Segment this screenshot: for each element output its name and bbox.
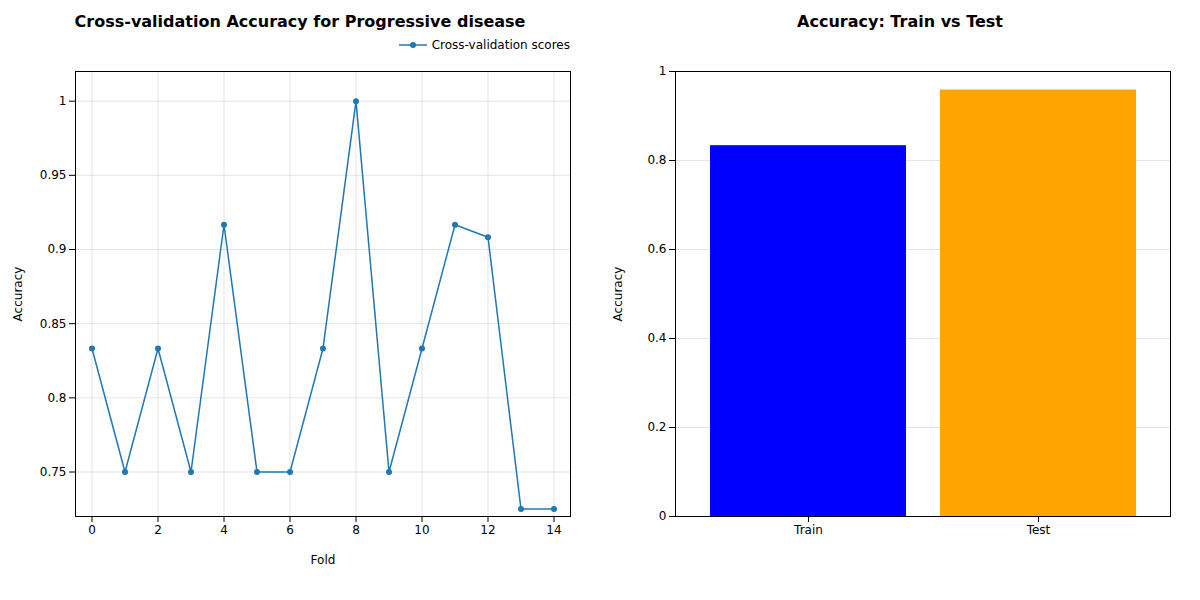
svg-text:0: 0	[88, 523, 96, 537]
svg-text:Accuracy: Accuracy	[11, 267, 25, 322]
svg-text:0.85: 0.85	[40, 317, 67, 331]
html-text:Cross-validation Accuracy for: Cross-validation Accuracy for Progressiv…	[74, 12, 526, 31]
svg-text:1: 1	[659, 64, 667, 78]
svg-text:0.2: 0.2	[647, 420, 666, 434]
svg-text:0.95: 0.95	[40, 168, 67, 182]
svg-text:Train: Train	[793, 523, 823, 537]
svg-text:2: 2	[154, 523, 162, 537]
svg-text:0.8: 0.8	[647, 153, 666, 167]
svg-text:0.4: 0.4	[647, 331, 666, 345]
svg-text:1: 1	[59, 94, 67, 108]
svg-text:14: 14	[546, 523, 561, 537]
svg-text:8: 8	[352, 523, 360, 537]
html-text:Accuracy: Train vs Test: Accuracy: Train vs Test	[797, 12, 1003, 31]
svg-text:10: 10	[414, 523, 429, 537]
svg-text:0.75: 0.75	[40, 465, 67, 479]
svg-text:Test: Test	[1026, 523, 1051, 537]
svg-text:Accuracy: Accuracy	[611, 267, 625, 322]
html-text:Cross-validation scores: Cross-validation scores	[431, 38, 570, 52]
svg-text:4: 4	[220, 523, 228, 537]
svg-text:0.6: 0.6	[647, 242, 666, 256]
svg-text:0.9: 0.9	[47, 242, 66, 256]
svg-text:6: 6	[286, 523, 294, 537]
svg-text:0: 0	[659, 509, 667, 523]
svg-text:Fold: Fold	[311, 553, 336, 567]
svg-text:12: 12	[480, 523, 495, 537]
svg-text:0.8: 0.8	[47, 391, 66, 405]
